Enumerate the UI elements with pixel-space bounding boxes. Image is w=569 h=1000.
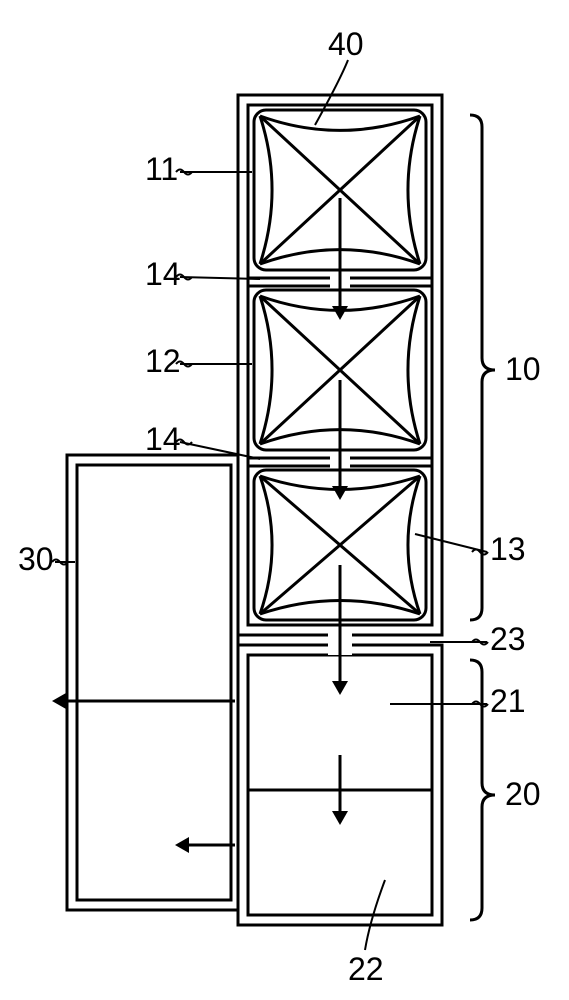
svg-text:14: 14 (145, 256, 181, 292)
svg-text:12: 12 (145, 343, 181, 379)
svg-text:13: 13 (490, 531, 526, 567)
svg-text:11: 11 (145, 151, 178, 187)
svg-text:14: 14 (145, 421, 181, 457)
svg-text:23: 23 (490, 621, 526, 657)
svg-text:30: 30 (18, 541, 54, 577)
svg-text:22: 22 (348, 951, 384, 987)
technical-diagram: 10 11 12 13 20 21 22 23 30 40 14 14 (0, 0, 569, 1000)
svg-text:21: 21 (490, 683, 526, 719)
svg-text:40: 40 (328, 26, 364, 62)
svg-text:10: 10 (505, 351, 541, 387)
svg-text:20: 20 (505, 776, 541, 812)
